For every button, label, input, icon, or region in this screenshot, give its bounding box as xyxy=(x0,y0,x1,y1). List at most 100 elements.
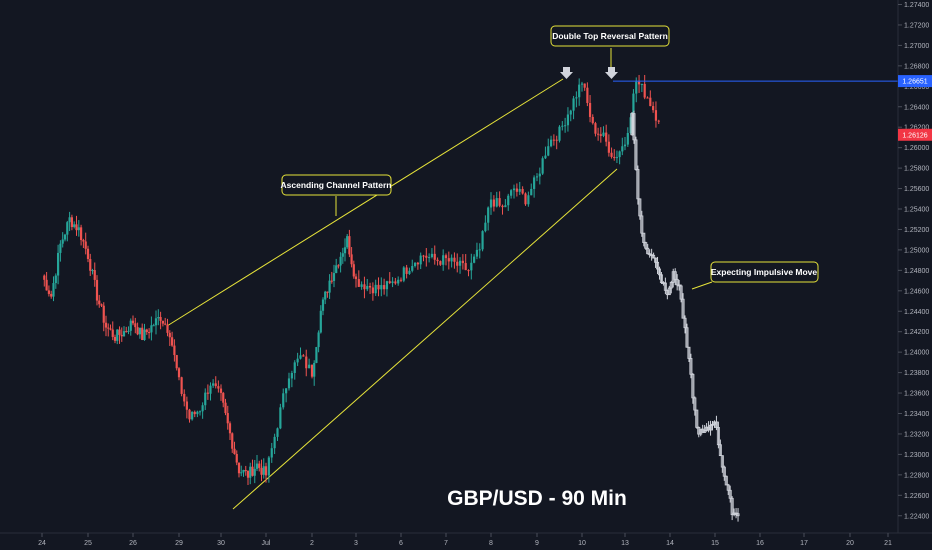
candle xyxy=(538,167,541,185)
candle-body xyxy=(249,466,252,478)
candle-body xyxy=(399,279,403,281)
candle xyxy=(461,254,464,270)
candle xyxy=(484,215,487,233)
annotation-impulsive-move: Expecting Impulsive Move xyxy=(691,261,819,290)
projection-body xyxy=(679,285,683,300)
candle xyxy=(66,220,69,242)
candle-body xyxy=(643,83,646,98)
candle xyxy=(501,204,504,215)
price-tick-label: 1.22600 xyxy=(904,493,929,500)
price-tick-label: 1.25400 xyxy=(904,207,929,214)
candle-body xyxy=(461,260,464,264)
candle-body xyxy=(337,265,340,267)
candle-body xyxy=(413,262,417,267)
candle xyxy=(279,403,282,430)
candle xyxy=(530,183,533,196)
candle-body xyxy=(484,222,487,232)
candle-body xyxy=(321,299,325,311)
candle xyxy=(258,460,261,472)
candle-body xyxy=(456,261,459,266)
projection-body xyxy=(695,409,699,428)
candle xyxy=(383,278,386,295)
candle-body xyxy=(152,325,155,327)
candle-body xyxy=(66,222,69,235)
price-tick-label: 1.25600 xyxy=(904,186,929,193)
candle xyxy=(285,388,288,403)
candle xyxy=(478,243,481,259)
projection-candle xyxy=(640,210,644,237)
candle xyxy=(282,388,285,410)
last-price-badge: 1.26126 xyxy=(898,128,932,141)
candle xyxy=(100,303,103,307)
projection-body xyxy=(728,489,732,499)
candle-body xyxy=(77,227,80,231)
projection-candle xyxy=(644,241,648,250)
time-tick-label: 3 xyxy=(354,540,358,547)
time-tick-label: 21 xyxy=(884,540,892,547)
candle-body xyxy=(383,285,386,290)
projection-candle xyxy=(636,165,640,205)
resistance-price-badge: 1.26651 xyxy=(898,75,932,88)
candle xyxy=(343,238,347,262)
candle xyxy=(350,247,353,268)
time-tick-label: 14 xyxy=(666,540,674,547)
candle-body xyxy=(475,249,479,257)
candle-body xyxy=(196,411,199,415)
candle xyxy=(264,462,268,483)
candle-body xyxy=(100,304,103,306)
candle-body xyxy=(47,290,50,294)
candle xyxy=(61,232,64,248)
candle xyxy=(118,326,121,344)
time-tick-label: 7 xyxy=(444,540,448,547)
candle xyxy=(226,405,229,430)
projection-body xyxy=(675,278,679,286)
price-tick-label: 1.23000 xyxy=(904,452,929,459)
projection-body xyxy=(736,513,740,517)
candle xyxy=(621,137,624,156)
candle xyxy=(591,114,594,125)
candle xyxy=(43,274,46,287)
candle xyxy=(104,315,108,337)
candle xyxy=(70,214,73,231)
candle xyxy=(515,183,518,197)
projection-candle xyxy=(669,280,673,294)
projection-candle xyxy=(693,396,697,416)
candle xyxy=(597,127,600,141)
candle-body xyxy=(332,273,336,281)
price-tick-label: 1.25200 xyxy=(904,227,929,234)
candle-body xyxy=(425,255,428,258)
candle-body xyxy=(279,407,282,429)
candle-body xyxy=(43,275,46,280)
candle-body xyxy=(326,291,329,293)
candle xyxy=(610,147,613,159)
candle xyxy=(586,82,589,107)
price-tick-label: 1.27000 xyxy=(904,43,929,50)
candle xyxy=(249,462,252,485)
candles xyxy=(43,74,660,485)
candle-body xyxy=(450,257,453,262)
annotation-impulsive-move-text: Expecting Impulsive Move xyxy=(711,267,818,277)
ascending-channel xyxy=(166,78,618,510)
candle-body xyxy=(93,270,96,280)
projection-body xyxy=(691,373,695,399)
candle xyxy=(470,253,473,280)
candle xyxy=(222,391,225,408)
price-axis: 1.27400 1.27200 1.27000 1.26800 1.26600 1.264… xyxy=(898,2,929,520)
candle xyxy=(447,251,450,270)
projection-body xyxy=(654,257,658,263)
candle-body xyxy=(504,205,507,208)
candle xyxy=(193,410,196,418)
candle-body xyxy=(538,173,541,177)
candle-body xyxy=(59,243,62,253)
candle-body xyxy=(591,116,594,124)
candle-body xyxy=(583,83,586,88)
projection-candle xyxy=(728,485,732,503)
candle xyxy=(473,254,476,264)
annotation-double-top-text: Double Top Reversal Pattern xyxy=(552,31,668,41)
projection-candle xyxy=(632,110,636,144)
candle xyxy=(652,101,655,113)
candle-body xyxy=(80,227,83,241)
candle xyxy=(569,109,572,122)
candle-body xyxy=(512,188,516,191)
